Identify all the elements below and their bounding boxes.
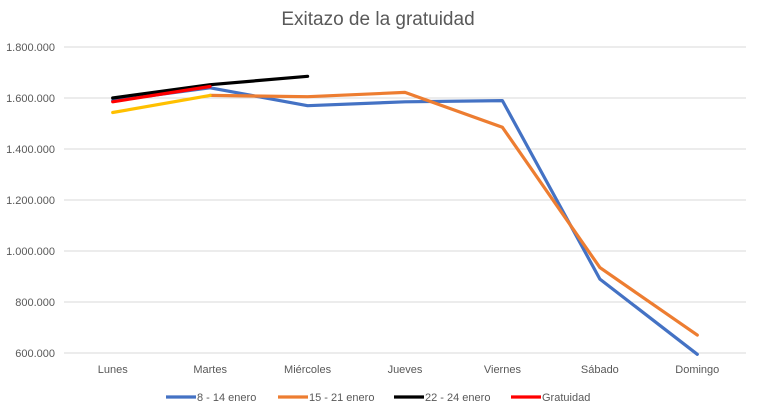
y-tick-label: 1.200.000 [6, 195, 55, 207]
x-tick-label: Jueves [388, 364, 423, 376]
y-tick-label: 1.600.000 [6, 93, 55, 105]
series-line [208, 90, 699, 337]
legend: 8 - 14 enero 15 - 21 enero 22 - 24 enero Gr… [166, 392, 590, 404]
legend-label: 15 - 21 enero [309, 392, 374, 404]
y-tick-label: 1.800.000 [6, 42, 55, 54]
y-tick-label: 1.400.000 [6, 144, 55, 156]
gridlines [64, 46, 746, 354]
x-tick-label: Miércoles [284, 364, 332, 376]
series-lines [111, 74, 699, 356]
y-tick-label: 1.000.000 [6, 246, 55, 258]
chart-title: Exitazo de la gratuidad [281, 9, 474, 30]
y-tick-label: 600.000 [15, 348, 55, 360]
series-line [111, 74, 310, 100]
series-line [111, 86, 699, 356]
y-tick-label: 800.000 [15, 297, 55, 309]
series-line [111, 84, 212, 104]
legend-label: 22 - 24 enero [425, 392, 490, 404]
x-tick-label: Domingo [675, 364, 719, 376]
x-tick-label: Lunes [98, 364, 128, 376]
x-tick-label: Viernes [484, 364, 522, 376]
y-axis-ticks: 600.000 800.000 1.000.000 1.200.000 1.400.00… [6, 42, 55, 360]
x-tick-label: Martes [193, 364, 227, 376]
legend-label: Gratuidad [542, 392, 590, 404]
x-tick-label: Sábado [581, 364, 619, 376]
legend-label: 8 - 14 enero [197, 392, 256, 404]
x-axis-ticks: Lunes Martes Miércoles Jueves Viernes Sábado D… [98, 364, 720, 376]
series-line [111, 93, 212, 115]
